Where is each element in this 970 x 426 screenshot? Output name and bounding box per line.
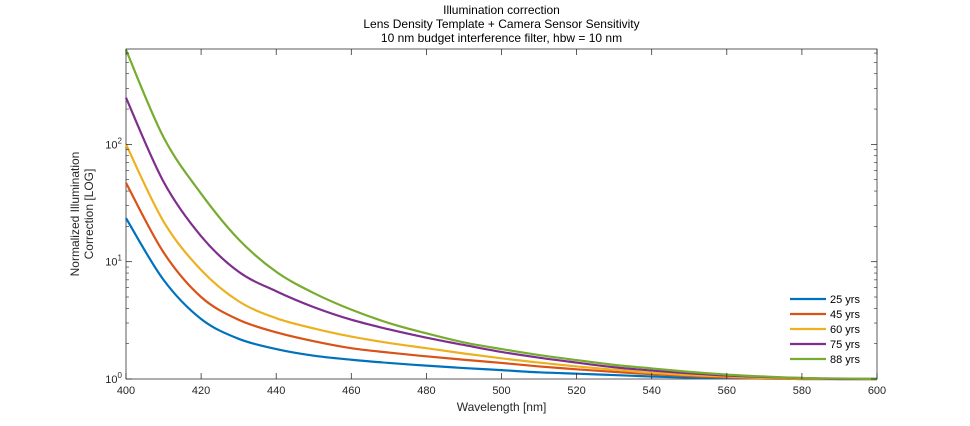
x-tick-label: 420 — [192, 385, 210, 397]
legend-label: 25 yrs — [830, 294, 860, 306]
y-axis-label-line: Correction [LOG] — [82, 169, 96, 260]
x-tick-label: 440 — [267, 385, 285, 397]
legend-label: 75 yrs — [830, 339, 860, 351]
y-tick-label-exponent: 2 — [118, 136, 123, 145]
series-line-4 — [124, 49, 878, 381]
y-tick-label-base: 10 — [105, 139, 117, 151]
y-axis-label-line: Normalized Illumination — [68, 152, 82, 277]
legend-label: 60 yrs — [830, 324, 860, 336]
x-tick-label: 540 — [643, 385, 661, 397]
y-tick-label: 100 — [105, 371, 122, 386]
y-tick-label-base: 10 — [105, 374, 117, 386]
x-tick-label: 520 — [567, 385, 585, 397]
y-tick-label-base: 10 — [105, 257, 117, 269]
x-tick-label: 500 — [492, 385, 510, 397]
x-tick-label: 600 — [868, 385, 886, 397]
series-lines — [124, 49, 878, 381]
chart-title-line: Lens Density Template + Camera Sensor Se… — [363, 17, 639, 31]
x-tick-label: 400 — [117, 385, 135, 397]
plot-area — [125, 48, 878, 380]
y-tick-label: 101 — [105, 254, 122, 269]
legend-label: 88 yrs — [830, 354, 860, 366]
chart-title-line: 10 nm budget interference filter, hbw = … — [381, 31, 622, 45]
chart-title-line: Illumination correction — [443, 3, 560, 17]
x-axis-label: Wavelength [nm] — [457, 400, 547, 414]
y-tick-label: 102 — [105, 136, 122, 151]
legend: 25 yrs 45 yrs 60 yrs 75 yrs 88 yrs — [788, 290, 869, 371]
x-tick-label: 560 — [718, 385, 736, 397]
y-axis-label: Normalized Illumination Correction [LOG] — [68, 152, 96, 277]
legend-label: 45 yrs — [830, 309, 860, 321]
y-tick-label-exponent: 0 — [118, 371, 123, 380]
legend-box — [788, 290, 869, 371]
x-tick-label: 480 — [417, 385, 435, 397]
x-tick-label: 580 — [793, 385, 811, 397]
x-tick-label: 460 — [342, 385, 360, 397]
x-axis-ticks: 400 420 440 460 480 500 520 540 560 580 600 — [117, 49, 886, 397]
y-tick-label-exponent: 1 — [118, 254, 123, 263]
